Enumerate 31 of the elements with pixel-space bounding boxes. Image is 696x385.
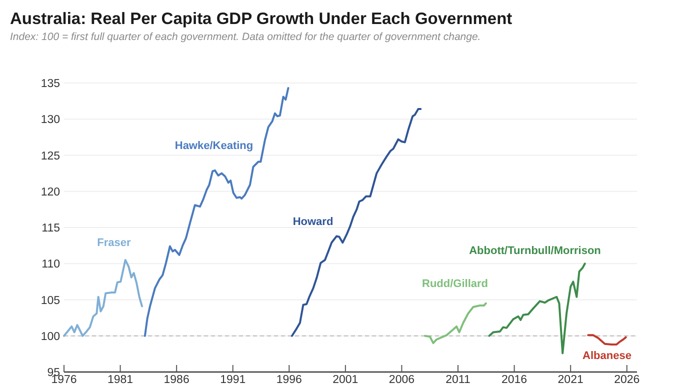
line-series bbox=[144, 87, 290, 337]
line-series bbox=[63, 259, 144, 337]
series-label: Rudd/Gillard bbox=[422, 278, 488, 290]
y-tick-label: 110 bbox=[42, 258, 60, 271]
chart-subtitle: Index: 100 = first full quarter of each government. Data omitted for the quarter of government change. bbox=[10, 31, 481, 43]
y-tick-label: 120 bbox=[40, 186, 60, 198]
series-label: Abbott/Turnbull/Morrison bbox=[469, 245, 602, 257]
x-tick-label: 2006 bbox=[388, 374, 415, 385]
x-tick-label: 2011 bbox=[446, 374, 470, 385]
y-tick-label: 125 bbox=[40, 150, 60, 162]
y-tick-label: 130 bbox=[40, 114, 60, 126]
x-tick-label: 2026 bbox=[614, 374, 640, 385]
line-series bbox=[587, 334, 627, 346]
y-tick-label: 105 bbox=[40, 294, 60, 307]
series-label: Albanese bbox=[582, 350, 632, 362]
chart-title: Australia: Real Per Capita GDP Growth Under Each Government bbox=[10, 10, 513, 28]
line-series bbox=[424, 302, 487, 344]
y-tick-label: 115 bbox=[42, 222, 60, 235]
x-tick-label: 2001 bbox=[332, 374, 358, 385]
x-tick-label: 1991 bbox=[220, 374, 246, 385]
x-tick-label: 2016 bbox=[502, 374, 528, 385]
y-tick-label: 135 bbox=[40, 78, 60, 90]
series-label: Fraser bbox=[97, 237, 132, 249]
line-series bbox=[290, 108, 422, 337]
x-tick-label: 1996 bbox=[276, 374, 302, 385]
x-tick-label: 1986 bbox=[164, 374, 190, 385]
y-tick-label: 100 bbox=[40, 330, 60, 343]
x-tick-label: 1981 bbox=[107, 374, 134, 385]
series-label: Howard bbox=[292, 216, 334, 228]
series-label: Hawke/Keating bbox=[174, 140, 254, 152]
x-tick-label: 2021 bbox=[558, 374, 584, 385]
